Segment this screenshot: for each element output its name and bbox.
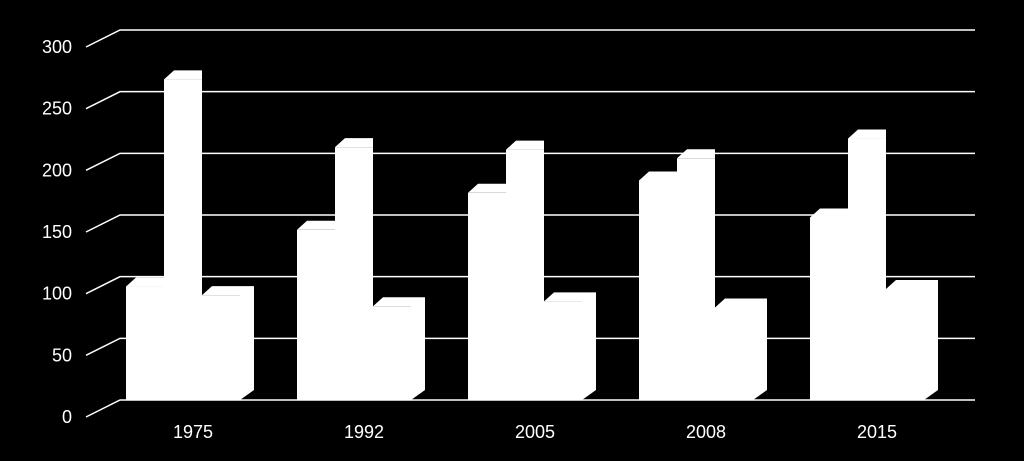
bar-side-2015 — [924, 280, 938, 400]
bar-top-1992-s3 — [373, 297, 411, 307]
bar-top-1992-s2 — [335, 138, 373, 148]
x-tick-label-2015: 2015 — [857, 422, 897, 442]
x-tick-label-1992: 1992 — [344, 422, 384, 442]
bar-top-1975-s1 — [126, 277, 164, 287]
bar-2005-s1 — [468, 192, 506, 400]
gridline-0 — [85, 399, 975, 418]
bar-top-2005-s2 — [506, 140, 544, 150]
bar-top-1975-s2 — [164, 70, 202, 80]
bar-top-2008-s3 — [715, 298, 753, 308]
y-tick-label-300: 300 — [42, 37, 72, 57]
bar-1992-s3 — [373, 306, 411, 400]
bar-2008-s2 — [677, 158, 715, 400]
bar-side-1992 — [411, 297, 425, 400]
bar-1992-s2 — [335, 147, 373, 400]
gridline-250 — [85, 90, 975, 110]
x-tick-label-1975: 1975 — [173, 422, 213, 442]
bar-side-1975 — [240, 286, 254, 400]
bar-top-1975-s3 — [202, 286, 240, 296]
bar-2005-s2 — [506, 149, 544, 400]
bar-2008-s3 — [715, 307, 753, 400]
gridline-300 — [85, 29, 975, 48]
y-tick-label-250: 250 — [42, 99, 72, 119]
bar-top-2005-s3 — [544, 292, 582, 302]
x-axis-labels: 1975 1992 2005 2008 2015 — [173, 422, 897, 442]
y-tick-label-200: 200 — [42, 160, 72, 180]
bar-1992-s1 — [297, 229, 335, 400]
bar-top-2015-s3 — [886, 280, 924, 289]
y-tick-label-150: 150 — [42, 222, 72, 242]
bar-2015-s3 — [886, 289, 924, 400]
bar-2015-s1 — [810, 217, 848, 400]
bar-top-2008-s1 — [639, 171, 677, 181]
bar-top-2008-s2 — [677, 149, 715, 159]
bar-1975-s3 — [202, 295, 240, 400]
bar-side-2005 — [582, 292, 596, 400]
bar-2015-s2 — [848, 138, 886, 401]
y-tick-label-0: 0 — [62, 407, 72, 427]
bar-2005-s3 — [544, 301, 582, 400]
bar-side-2008 — [753, 298, 767, 400]
x-tick-label-2008: 2008 — [686, 422, 726, 442]
bar-1975-s2 — [164, 79, 202, 400]
bar-top-2005-s1 — [468, 183, 506, 193]
y-axis: 0 50 100 150 200 250 300 — [42, 37, 72, 427]
bar-1975-s1 — [126, 286, 164, 400]
bar-top-2015-s1 — [810, 208, 848, 218]
gridlines — [85, 29, 975, 418]
bar-top-1992-s1 — [297, 220, 335, 230]
y-tick-label-100: 100 — [42, 284, 72, 304]
x-tick-label-2005: 2005 — [515, 422, 555, 442]
bars — [126, 70, 938, 401]
bar-2008-s1 — [639, 180, 677, 400]
bar-top-2015-s2 — [848, 129, 886, 139]
y-tick-label-50: 50 — [52, 345, 72, 365]
